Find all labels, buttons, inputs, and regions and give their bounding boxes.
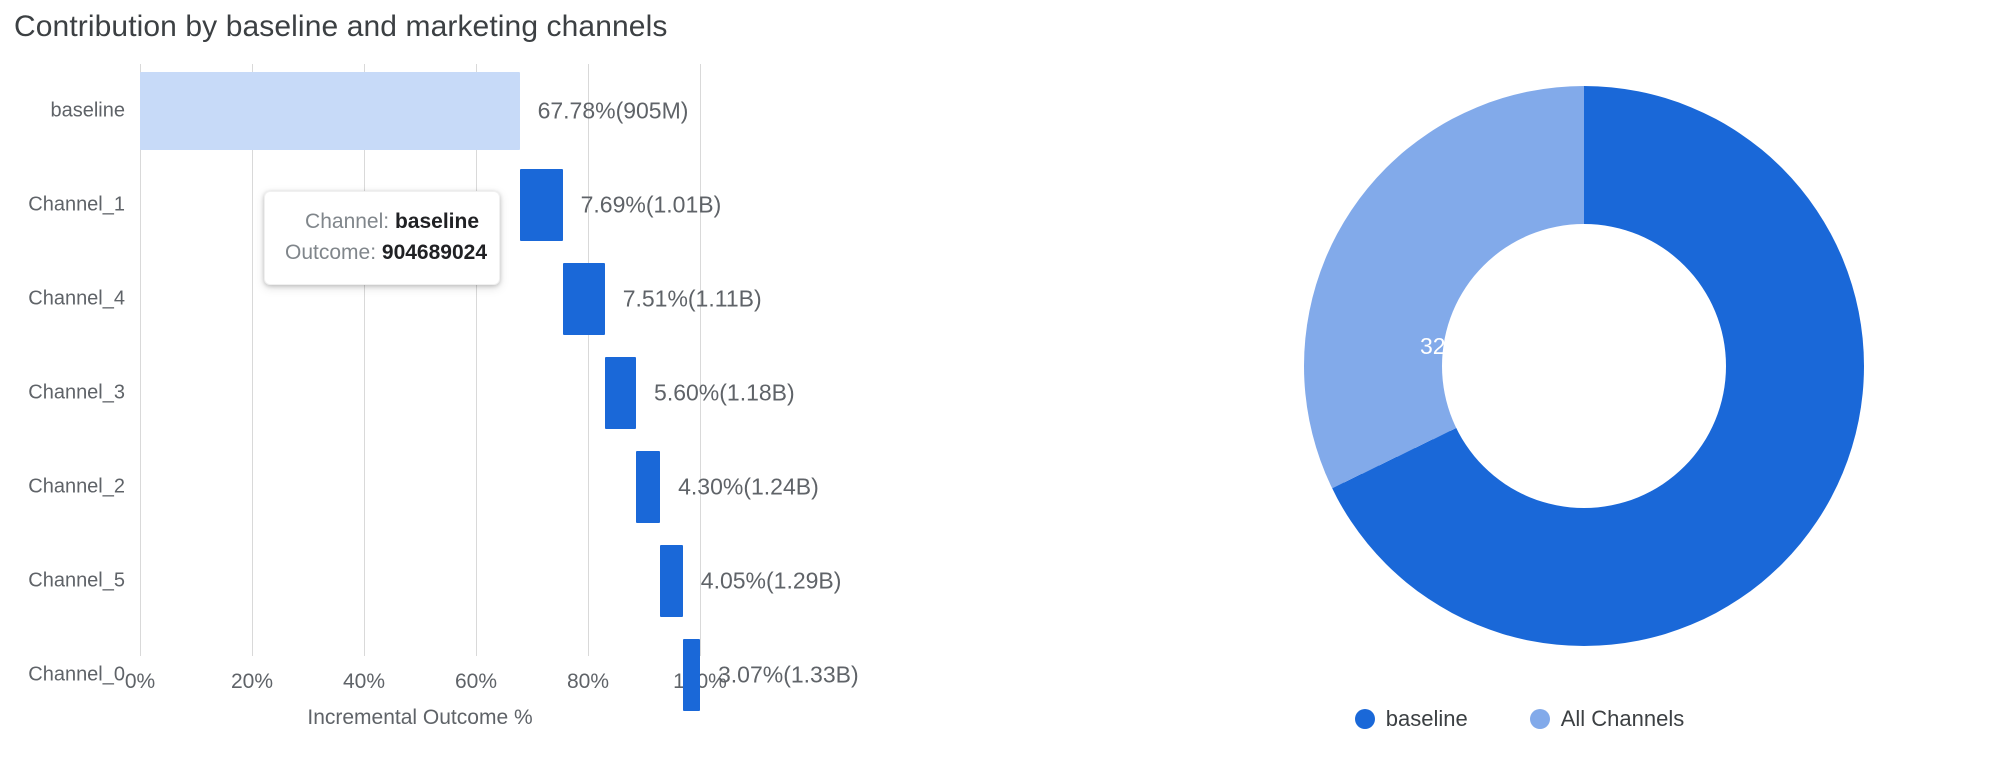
waterfall-bar-channel_2[interactable] (636, 451, 661, 523)
waterfall-row: 4.05%(1.29B) (0, 534, 1000, 628)
tooltip-channel-key: Channel: (305, 210, 390, 233)
bar-value-label-channel_4: 7.51%(1.11B) (622, 285, 762, 312)
gridline (364, 64, 365, 656)
donut-hole (1442, 224, 1726, 508)
page-title: Contribution by baseline and marketing c… (14, 10, 668, 43)
legend-label: All Channels (1560, 706, 1685, 731)
waterfall-bar-channel_4[interactable] (562, 263, 605, 335)
waterfall-row: 7.51%(1.11B) (0, 252, 1000, 346)
y-axis-label-channel_4: Channel_4 (28, 287, 125, 310)
waterfall-bar-channel_1[interactable] (519, 169, 563, 241)
x-tick-40pct: 40% (342, 670, 386, 693)
y-axis-label-channel_0: Channel_0 (28, 663, 125, 686)
bar-value-label-baseline: 67.78%(905M) (537, 97, 689, 124)
tooltip-outcome-value: 904689024 (381, 241, 488, 264)
waterfall-bar-channel_3[interactable] (604, 357, 637, 429)
tooltip-outcome-key: Outcome: (285, 241, 377, 264)
donut-legend: baseline All Channels (1040, 706, 1999, 732)
x-tick-20pct: 20% (230, 670, 274, 693)
donut-ring (1304, 86, 1864, 646)
category-label-wrap: Channel_2 (0, 440, 125, 534)
gridline (140, 64, 141, 656)
waterfall-chart: 0% 20% 40% 60% 80% 100% Incremental Outcome %… (0, 58, 1000, 784)
legend-item-all-channels[interactable]: All Channels (1529, 706, 1685, 732)
x-tick-60pct: 60% (454, 670, 498, 693)
waterfall-bar-channel_5[interactable] (660, 545, 683, 617)
bar-value-label-channel_2: 4.30%(1.24B) (678, 473, 819, 500)
legend-swatch-icon (1529, 709, 1550, 729)
x-tick-0pct: 0% (124, 670, 156, 693)
waterfall-row: 4.30%(1.24B) (0, 440, 1000, 534)
gridline (588, 64, 589, 656)
x-axis-title: Incremental Outcome % (307, 706, 533, 729)
gridline (476, 64, 477, 656)
x-tick-80pct: 80% (566, 670, 610, 693)
waterfall-row: 7.69%(1.01B) (0, 158, 1000, 252)
legend-swatch-icon (1354, 709, 1375, 729)
donut-slice-label-baseline: 67.8% (1750, 601, 1816, 627)
category-label-wrap: Channel_4 (0, 252, 125, 346)
gridline (700, 64, 701, 656)
y-axis-label-channel_5: Channel_5 (28, 569, 125, 592)
y-axis-label-baseline: baseline (50, 99, 125, 122)
category-label-wrap: Channel_0 (0, 628, 125, 722)
gridline (252, 64, 253, 656)
bar-value-label-channel_1: 7.69%(1.01B) (580, 191, 722, 218)
waterfall-row: 3.07%(1.33B) (0, 628, 1000, 722)
legend-item-baseline[interactable]: baseline (1354, 706, 1468, 732)
bar-value-label-channel_0: 3.07%(1.33B) (718, 661, 859, 688)
donut-slice-label-all-channels: 32.2% (1420, 333, 1486, 359)
chart-tooltip: Channel: baseline Outcome: 904689024 (264, 191, 500, 285)
waterfall-bar-baseline[interactable] (140, 72, 520, 150)
y-axis-label-channel_2: Channel_2 (28, 475, 125, 498)
waterfall-row: 5.60%(1.18B) (0, 346, 1000, 440)
waterfall-row: 67.78%(905M) (0, 64, 1000, 158)
category-label-wrap: baseline (0, 64, 125, 158)
donut-chart: 67.8% 32.2% baseline All Channels (1040, 58, 1999, 784)
waterfall-bar-channel_0[interactable] (682, 639, 700, 711)
category-label-wrap: Channel_1 (0, 158, 125, 252)
tooltip-channel-value: baseline (394, 210, 479, 233)
tooltip-channel-line: Channel: baseline (285, 206, 479, 237)
bar-value-label-channel_3: 5.60%(1.18B) (654, 379, 795, 406)
category-label-wrap: Channel_5 (0, 534, 125, 628)
legend-label: baseline (1385, 706, 1468, 731)
waterfall-plot-area (140, 64, 701, 656)
bar-value-label-channel_5: 4.05%(1.29B) (700, 567, 842, 594)
category-label-wrap: Channel_3 (0, 346, 125, 440)
y-axis-label-channel_3: Channel_3 (28, 381, 125, 404)
tooltip-outcome-line: Outcome: 904689024 (285, 237, 487, 268)
y-axis-label-channel_1: Channel_1 (28, 193, 125, 216)
